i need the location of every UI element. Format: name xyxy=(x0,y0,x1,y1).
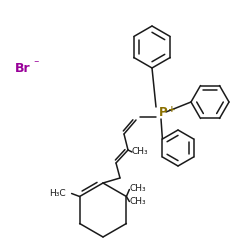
Text: P: P xyxy=(159,106,168,120)
Text: Br: Br xyxy=(15,62,30,74)
Text: CH₃: CH₃ xyxy=(130,184,146,193)
Text: H₃C: H₃C xyxy=(50,189,66,198)
Text: ⁻: ⁻ xyxy=(33,59,38,69)
Text: CH₃: CH₃ xyxy=(132,148,148,156)
Text: CH₃: CH₃ xyxy=(130,197,146,206)
Text: +: + xyxy=(168,104,175,114)
